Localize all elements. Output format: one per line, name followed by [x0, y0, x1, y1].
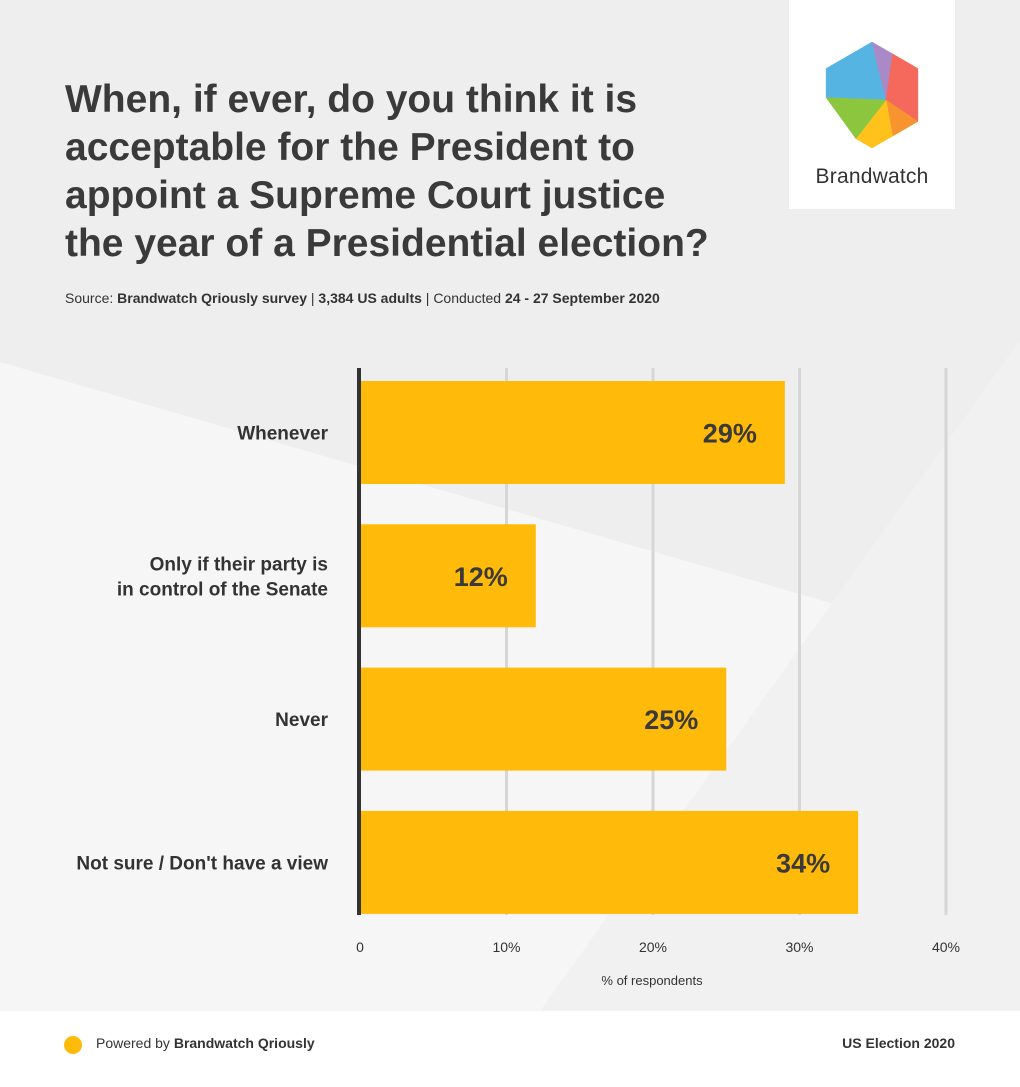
footer-dot-icon	[64, 1036, 82, 1054]
bar	[360, 524, 536, 628]
bar-value-label: 29%	[703, 419, 757, 449]
bar-value-label: 34%	[776, 848, 830, 878]
title-line: the year of a Presidential election?	[65, 222, 709, 265]
powered-by-prefix: Powered by	[96, 1035, 174, 1051]
category-label: Only if their party is	[150, 554, 328, 575]
title-line: acceptable for the President to	[65, 126, 635, 169]
source-prefix: Source:	[65, 290, 118, 306]
x-tick-label: 30%	[785, 939, 813, 955]
page-title: When, if ever, do you think it is accept…	[65, 76, 765, 268]
x-tick-label: 20%	[639, 939, 667, 955]
source-sample: 3,384 US adults	[318, 290, 422, 306]
x-axis-label: % of respondents	[601, 973, 703, 988]
source-dates: 24 - 27 September 2020	[504, 290, 660, 306]
x-tick-label: 0	[356, 939, 364, 955]
x-tick-label: 10%	[492, 939, 520, 955]
powered-by-name: Brandwatch Qriously	[173, 1035, 315, 1051]
brandwatch-logo-icon	[825, 42, 919, 148]
bar-chart: 29% Whenever 12% Only if their party is in c…	[76, 368, 960, 988]
bar	[360, 381, 785, 484]
title-line: appoint a Supreme Court justice	[65, 174, 666, 217]
source-separator: |	[306, 290, 319, 306]
bar	[360, 667, 727, 771]
source-separator: | Conducted	[421, 290, 505, 306]
category-label: Not sure / Don't have a view	[76, 853, 328, 874]
brand-logo-text: Brandwatch	[815, 165, 929, 188]
powered-by: Powered by Brandwatch Qriously	[96, 1035, 315, 1051]
brand-logo-card: Brandwatch	[789, 0, 955, 209]
source-name: Brandwatch Qriously survey	[117, 290, 307, 306]
footer: Powered by Brandwatch Qriously US Electi…	[0, 1011, 1020, 1087]
category-label: in control of the Senate	[117, 579, 328, 600]
bar-value-label: 12%	[454, 562, 508, 592]
title-line: When, if ever, do you think it is	[65, 78, 638, 121]
bar-value-label: 25%	[644, 705, 698, 735]
x-tick-label: 40%	[932, 939, 960, 955]
category-label: Whenever	[237, 424, 328, 445]
source-line: Source: Brandwatch Qriously survey | 3,3…	[65, 290, 660, 306]
footer-tag: US Election 2020	[842, 1035, 955, 1051]
category-label: Never	[275, 710, 328, 731]
bar	[360, 810, 859, 914]
